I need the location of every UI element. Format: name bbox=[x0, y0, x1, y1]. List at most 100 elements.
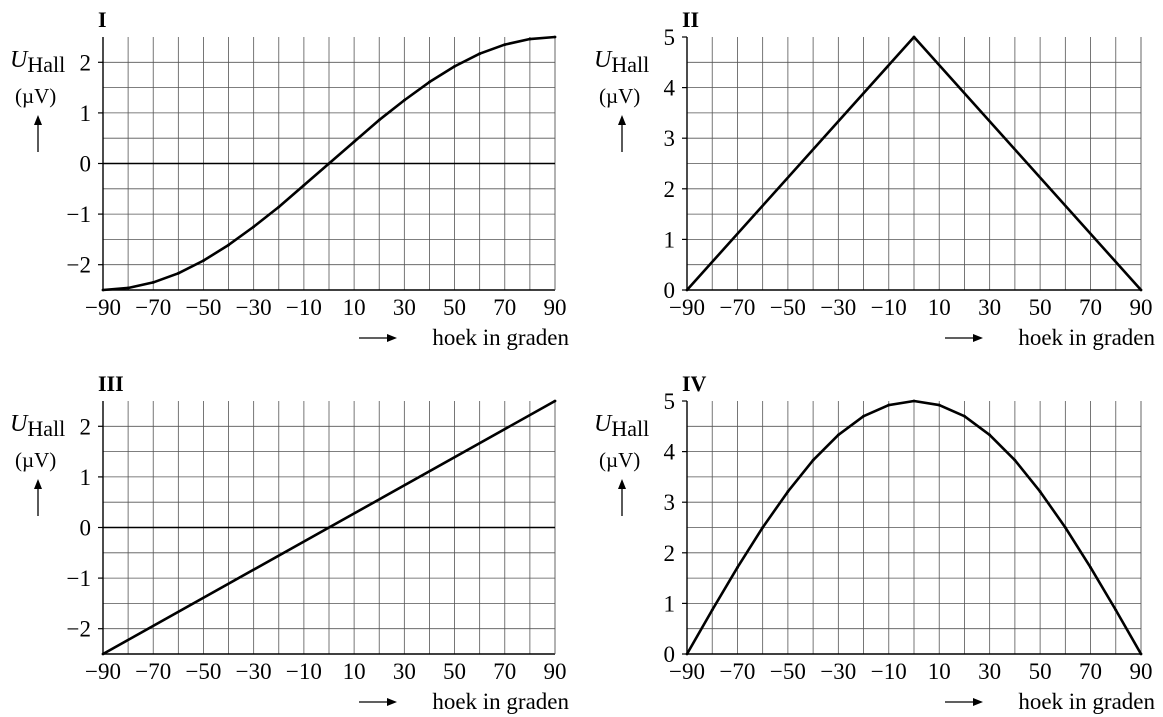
data-point bbox=[1089, 566, 1092, 569]
x-tick-label: −90 bbox=[669, 659, 705, 684]
x-tick-label: −90 bbox=[669, 295, 705, 320]
x-tick-label: 50 bbox=[443, 295, 466, 320]
y-axis-unit: (µV) bbox=[15, 84, 56, 108]
data-point bbox=[1139, 652, 1143, 656]
data-point bbox=[937, 403, 941, 407]
x-tick-label: −30 bbox=[820, 659, 856, 684]
data-point bbox=[736, 566, 739, 569]
x-tick-label: −10 bbox=[871, 295, 907, 320]
y-tick-label: −2 bbox=[67, 617, 91, 642]
x-tick-label: −10 bbox=[871, 659, 907, 684]
y-axis-label-main: U bbox=[594, 47, 613, 73]
x-tick-label: 50 bbox=[1029, 659, 1052, 684]
data-point bbox=[836, 433, 840, 437]
y-tick-label: −1 bbox=[67, 566, 91, 591]
x-tick-label: 30 bbox=[393, 295, 416, 320]
x-axis-label: hoek in graden bbox=[432, 689, 569, 714]
y-axis-arrowhead-icon bbox=[34, 115, 42, 125]
data-point bbox=[1038, 490, 1042, 493]
y-tick-label: 0 bbox=[80, 516, 92, 541]
data-point bbox=[126, 286, 130, 290]
x-axis-label: hoek in graden bbox=[1018, 325, 1155, 350]
data-point bbox=[277, 205, 281, 209]
x-tick-label: −50 bbox=[185, 659, 221, 684]
y-tick-label: 0 bbox=[80, 152, 92, 177]
x-tick-label: 50 bbox=[1029, 295, 1052, 320]
y-tick-label: 1 bbox=[664, 227, 676, 252]
data-point bbox=[811, 458, 815, 462]
x-tick-label: 90 bbox=[1130, 659, 1153, 684]
y-tick-label: 4 bbox=[664, 76, 676, 101]
y-tick-label: 1 bbox=[664, 591, 676, 616]
x-tick-label: 70 bbox=[1079, 659, 1102, 684]
data-point bbox=[887, 403, 891, 407]
data-point bbox=[553, 399, 557, 403]
x-tick-label: 30 bbox=[978, 295, 1001, 320]
data-point bbox=[685, 288, 689, 292]
data-point bbox=[963, 414, 966, 418]
y-tick-label: 2 bbox=[80, 50, 92, 75]
data-point bbox=[988, 433, 992, 437]
y-axis-arrowhead-icon bbox=[618, 115, 626, 125]
x-tick-label: 10 bbox=[928, 295, 951, 320]
x-tick-label: 90 bbox=[1130, 295, 1153, 320]
x-tick-label: −30 bbox=[236, 295, 272, 320]
data-point bbox=[912, 35, 916, 39]
y-axis-label-sub: Hall bbox=[611, 416, 649, 441]
x-tick-label: 30 bbox=[393, 659, 416, 684]
x-tick-label: 70 bbox=[1079, 295, 1102, 320]
y-axis-arrowhead-icon bbox=[34, 479, 42, 489]
x-tick-label: −70 bbox=[135, 659, 171, 684]
data-point bbox=[428, 80, 431, 84]
x-tick-label: −70 bbox=[719, 295, 755, 320]
y-tick-label: 3 bbox=[664, 126, 676, 151]
x-tick-label: 90 bbox=[544, 659, 567, 684]
data-point bbox=[1139, 288, 1143, 292]
x-tick-label: −70 bbox=[719, 659, 755, 684]
y-axis-label: UHall bbox=[10, 411, 65, 441]
data-point bbox=[453, 64, 456, 68]
y-tick-label: −1 bbox=[67, 202, 91, 227]
x-tick-label: 70 bbox=[493, 659, 516, 684]
x-tick-label: −10 bbox=[286, 295, 322, 320]
x-tick-label: −30 bbox=[236, 659, 272, 684]
x-tick-label: −10 bbox=[286, 659, 322, 684]
x-tick-label: −50 bbox=[770, 659, 806, 684]
data-point bbox=[503, 43, 507, 46]
x-tick-label: 10 bbox=[928, 659, 951, 684]
y-tick-label: 0 bbox=[664, 278, 676, 303]
data-point bbox=[1063, 526, 1067, 529]
data-point bbox=[227, 243, 230, 247]
y-axis-unit: (µV) bbox=[15, 448, 56, 472]
y-tick-label: 2 bbox=[80, 414, 92, 439]
x-tick-label: 90 bbox=[544, 295, 567, 320]
data-point bbox=[176, 271, 180, 275]
panel-label: III bbox=[98, 371, 124, 396]
y-axis-label-main: U bbox=[10, 47, 29, 73]
data-point bbox=[761, 526, 765, 529]
y-tick-label: −2 bbox=[67, 253, 91, 278]
x-tick-label: −90 bbox=[85, 295, 121, 320]
data-point bbox=[710, 608, 714, 612]
data-point bbox=[327, 162, 331, 165]
panel-iv: IV 0 1 2 3 4 5 −90 −70 −50 −30 −10 10 30 50 70 90 UHall (µ… bbox=[594, 371, 1155, 714]
data-point bbox=[553, 35, 557, 39]
y-axis-unit: (µV) bbox=[599, 448, 640, 472]
data-point bbox=[1013, 458, 1017, 462]
y-axis-label-sub: Hall bbox=[27, 416, 65, 441]
y-axis-label: UHall bbox=[10, 47, 65, 77]
data-point bbox=[101, 652, 105, 656]
x-tick-label: 50 bbox=[443, 659, 466, 684]
x-axis-label: hoek in graden bbox=[432, 325, 569, 350]
y-axis-label-main: U bbox=[10, 411, 29, 437]
data-point bbox=[101, 288, 105, 292]
data-point bbox=[302, 183, 306, 187]
data-point bbox=[202, 259, 205, 263]
x-axis-arrowhead-icon bbox=[387, 698, 397, 706]
y-tick-label: 2 bbox=[664, 177, 676, 202]
data-point bbox=[252, 225, 256, 229]
panel-label: I bbox=[98, 7, 107, 32]
